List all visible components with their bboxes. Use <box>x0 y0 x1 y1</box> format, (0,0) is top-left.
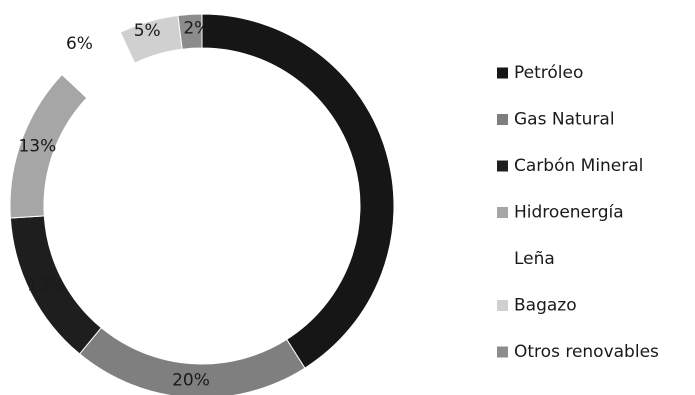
slice-label-bagazo: 5% <box>134 21 161 41</box>
legend-swatch-otros-renovables <box>497 346 508 358</box>
legend-label-bagazo: Bagazo <box>514 296 577 316</box>
legend: Petróleo Gas Natural Carbón Mineral Hidroen… <box>497 63 659 362</box>
legend-label-petroleo: Petróleo <box>514 63 583 83</box>
legend-swatch-carbon-mineral <box>497 160 508 172</box>
legend-item-gas-natural: Gas Natural <box>497 110 615 130</box>
legend-swatch-bagazo <box>497 300 508 311</box>
legend-item-bagazo: Bagazo <box>497 296 577 316</box>
slice-label-hidroenergia: 13% <box>18 137 56 157</box>
slice-label-carbon-mineral: 13% <box>27 275 65 295</box>
slice-label-otros-renovables: 2% <box>183 18 210 38</box>
legend-item-lena: Leña <box>514 249 555 269</box>
legend-item-hidroenergia: Hidroenergía <box>497 203 624 223</box>
slice-label-gas-natural: 20% <box>172 371 210 391</box>
donut-slices <box>9 13 395 395</box>
legend-swatch-gas-natural <box>497 114 508 125</box>
legend-label-carbon-mineral: Carbón Mineral <box>514 156 643 176</box>
slice-otros-renovables <box>177 13 203 50</box>
slice-label-lena: 6% <box>66 34 93 54</box>
legend-label-hidroenergia: Hidroenergía <box>514 203 624 223</box>
legend-label-otros-renovables: Otros renovables <box>514 342 659 362</box>
legend-label-gas-natural: Gas Natural <box>514 110 615 130</box>
legend-item-otros-renovables: Otros renovables <box>497 342 659 362</box>
slice-petroleo <box>201 13 395 369</box>
legend-swatch-hidroenergia <box>497 207 508 218</box>
slice-labels: 20% 13% 13% 6% 5% 2% <box>18 18 210 390</box>
legend-swatch-petroleo <box>497 67 508 79</box>
legend-label-lena: Leña <box>514 249 555 269</box>
legend-item-carbon-mineral: Carbón Mineral <box>497 156 643 176</box>
legend-item-petroleo: Petróleo <box>497 63 583 83</box>
